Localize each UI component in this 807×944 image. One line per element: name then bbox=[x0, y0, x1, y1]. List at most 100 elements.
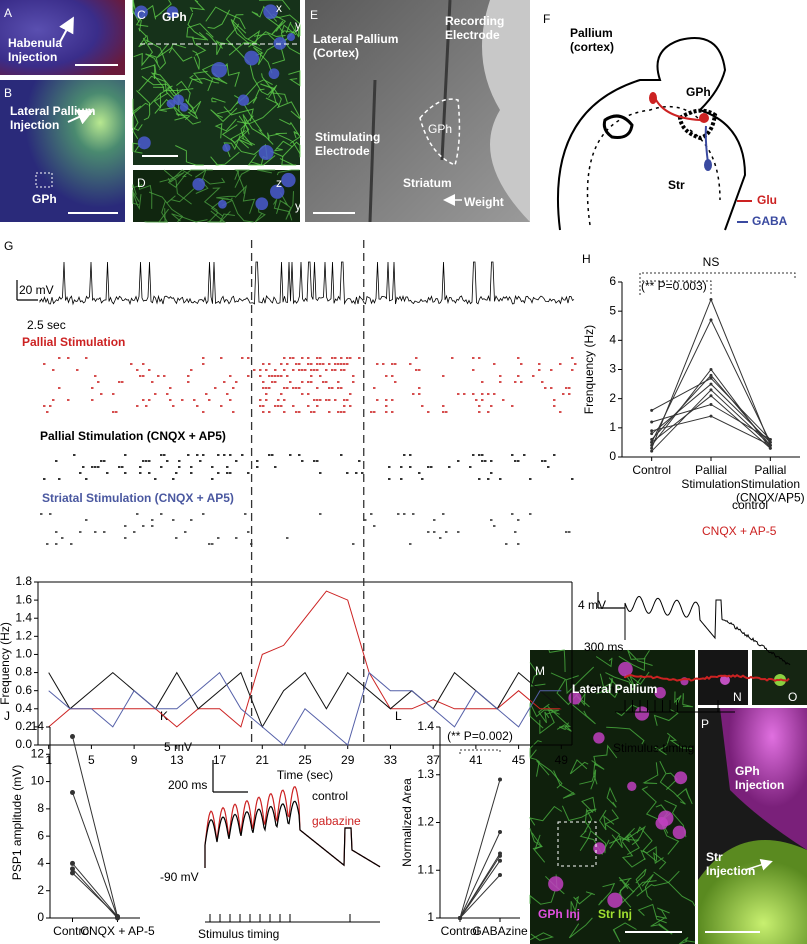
y-tick-label: 1.1 bbox=[417, 862, 434, 876]
cell bbox=[137, 136, 151, 150]
fiber bbox=[266, 16, 296, 34]
fiber bbox=[626, 825, 647, 842]
series-line bbox=[72, 863, 118, 917]
fiber bbox=[207, 210, 231, 223]
fibers bbox=[132, 0, 302, 166]
data-point bbox=[768, 443, 772, 447]
fiber bbox=[570, 895, 580, 916]
x-tick-label: 41 bbox=[469, 753, 483, 767]
annotation: NS bbox=[703, 255, 720, 269]
fiber bbox=[132, 192, 142, 210]
fiber bbox=[214, 118, 237, 139]
cell bbox=[258, 145, 274, 161]
axis-label: Stimulus timing bbox=[198, 927, 279, 941]
cell bbox=[627, 781, 637, 791]
y-tick-label: 1.6 bbox=[15, 592, 32, 606]
data-point bbox=[115, 914, 120, 920]
cell bbox=[593, 732, 605, 744]
data-point bbox=[709, 368, 713, 371]
image-label: GPh bbox=[428, 122, 452, 136]
scale-label: 4 mV bbox=[578, 598, 606, 612]
fiber bbox=[606, 726, 645, 745]
fiber bbox=[267, 132, 278, 141]
fiber bbox=[270, 141, 301, 158]
fiber bbox=[192, 50, 200, 70]
image-label: Weight bbox=[464, 195, 504, 209]
fiber bbox=[676, 787, 693, 805]
fiber bbox=[222, 199, 254, 223]
fiber bbox=[210, 151, 240, 166]
fiber bbox=[279, 118, 301, 144]
annotation: (** P=0.003) bbox=[641, 279, 707, 293]
fiber bbox=[159, 85, 184, 97]
cell bbox=[134, 5, 148, 19]
fiber bbox=[275, 132, 301, 155]
fiber bbox=[273, 140, 293, 152]
fiber bbox=[145, 39, 167, 70]
data-point bbox=[768, 440, 772, 444]
image-b bbox=[0, 80, 125, 222]
fiber bbox=[207, 9, 231, 29]
fiber bbox=[189, 0, 206, 13]
fiber bbox=[284, 191, 294, 220]
scale-label: 300 ms bbox=[584, 640, 623, 654]
panel-letter: I bbox=[786, 492, 789, 506]
fiber bbox=[276, 169, 300, 176]
fiber bbox=[682, 693, 694, 708]
voltage-trace bbox=[624, 595, 791, 666]
fiber bbox=[154, 0, 172, 18]
data-point bbox=[709, 414, 713, 418]
fiber bbox=[288, 70, 301, 87]
data-point bbox=[650, 429, 654, 433]
data-point bbox=[650, 432, 654, 436]
series-line bbox=[651, 383, 771, 443]
panel-letter: P bbox=[701, 717, 709, 731]
cell bbox=[263, 4, 278, 20]
fiber bbox=[136, 90, 151, 121]
fiber bbox=[579, 829, 607, 854]
trace-label: gabazine bbox=[312, 814, 361, 828]
cell bbox=[286, 33, 296, 42]
axis-glyph: z bbox=[276, 176, 282, 190]
cell bbox=[720, 675, 730, 685]
data-point bbox=[498, 853, 502, 858]
fiber bbox=[528, 805, 563, 826]
fiber bbox=[237, 97, 279, 125]
fiber bbox=[627, 649, 653, 666]
fiber bbox=[593, 744, 618, 767]
fiber bbox=[221, 115, 250, 144]
fiber bbox=[159, 107, 180, 117]
voltage-trace bbox=[39, 261, 575, 306]
fibers bbox=[132, 168, 300, 223]
fiber bbox=[132, 105, 142, 139]
y-tick-label: 1.8 bbox=[15, 574, 32, 588]
panel-letter: D bbox=[137, 176, 146, 190]
data-point bbox=[650, 446, 654, 450]
fiber bbox=[293, 131, 299, 139]
fiber bbox=[148, 92, 169, 109]
fiber bbox=[599, 809, 615, 831]
data-point bbox=[650, 420, 654, 424]
fiber bbox=[618, 650, 650, 672]
scale-label: 2.5 sec bbox=[27, 318, 66, 332]
gph-region bbox=[677, 108, 718, 141]
cell bbox=[593, 842, 606, 855]
cell bbox=[273, 36, 287, 50]
fiber bbox=[189, 70, 208, 85]
fiber bbox=[667, 870, 696, 907]
fiber bbox=[674, 691, 682, 706]
x-tick-label: CNQX + AP-5 bbox=[80, 924, 155, 938]
fiber bbox=[571, 703, 596, 725]
fiber bbox=[529, 662, 546, 687]
x-tick-label: 13 bbox=[170, 753, 184, 767]
y-axis-label: PSP1 amplitude (mV) bbox=[10, 765, 24, 880]
x-tick-label: Pallial Stimulation bbox=[681, 463, 740, 491]
y-tick-label: 0.6 bbox=[15, 683, 32, 697]
raster-title: Pallial Stimulation (CNQX + AP5) bbox=[40, 429, 226, 443]
image-label: Str Inj bbox=[598, 907, 632, 921]
fiber bbox=[247, 154, 276, 166]
fiber bbox=[154, 98, 202, 125]
y-tick-label: 0 bbox=[37, 910, 44, 924]
panel-letter: L bbox=[395, 709, 402, 723]
voltage-trace bbox=[204, 800, 381, 868]
